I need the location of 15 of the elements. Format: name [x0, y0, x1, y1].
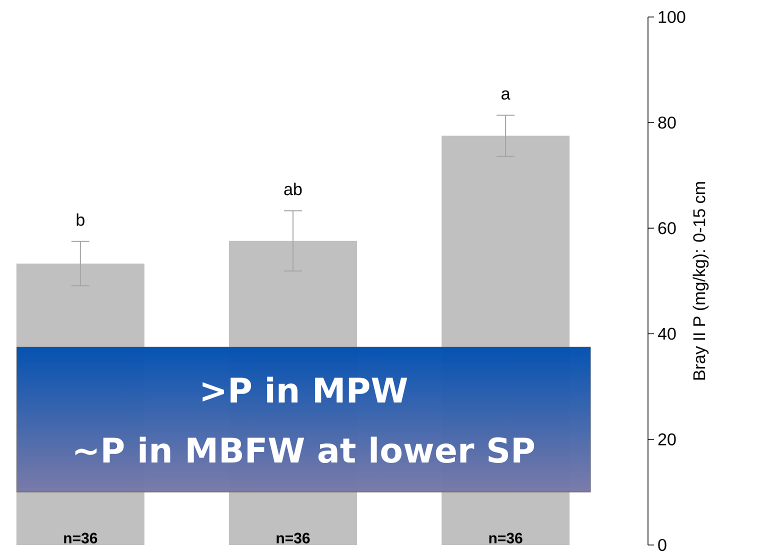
annotation: >P in MPW [202, 376, 408, 403]
annotation: n=36 [64, 532, 98, 544]
annotation: ~P in MBFW at lower SP [75, 436, 534, 464]
data-label: b [76, 213, 84, 226]
annotation: n=36 [276, 532, 310, 544]
y-tick-label: 0 [658, 538, 666, 552]
y-tick-label: 60 [658, 222, 676, 234]
y-tick-label: 80 [658, 116, 676, 129]
data-label: ab [284, 182, 302, 196]
annotation: n=36 [489, 532, 522, 544]
data-label: a [502, 90, 510, 100]
y-tick-label: 100 [658, 10, 686, 24]
y-tick-label: 40 [658, 328, 676, 340]
y-tick-label: 20 [658, 433, 676, 446]
y-axis-title: Bray II P (mg/kg): 0-15 cm [692, 182, 709, 380]
